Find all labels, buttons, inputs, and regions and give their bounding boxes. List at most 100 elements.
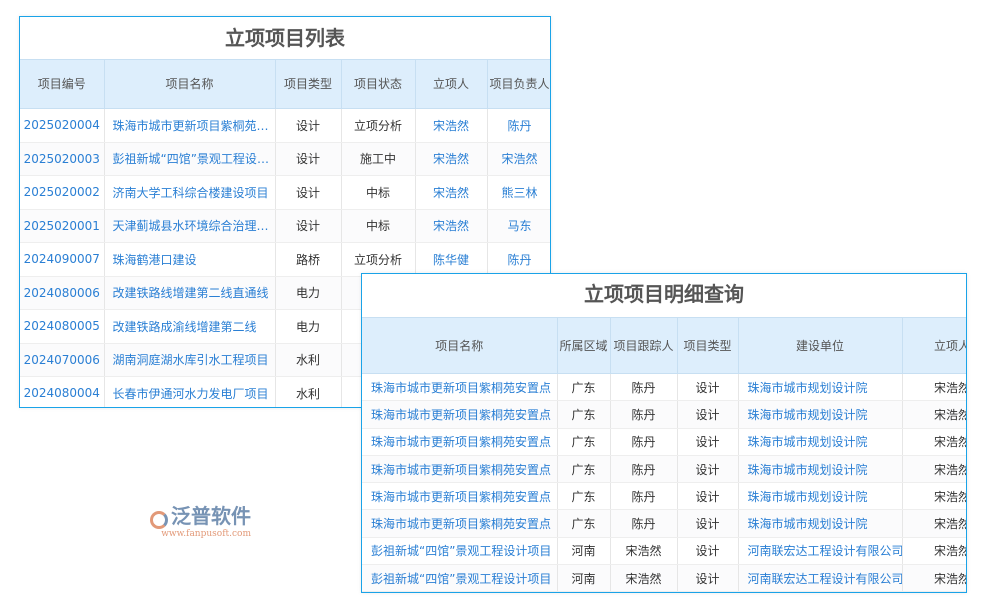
table-cell[interactable]: 2024080006 — [20, 276, 105, 310]
table-cell[interactable]: 珠海市城市更新项目紫桐苑安置点 — [104, 108, 276, 143]
table-row[interactable]: 2025020004 珠海市城市更新项目紫桐苑安置点 设计 立项分析 宋浩然 陈丹 — [20, 108, 550, 143]
table-cell[interactable]: 陈丹 — [487, 242, 550, 277]
table-cell[interactable]: 2024080004 — [20, 376, 105, 407]
table-cell[interactable]: 宋浩然 — [415, 175, 488, 210]
table-row[interactable]: 珠海市城市更新项目紫桐苑安置点 广东 陈丹 设计 珠海市城市规划设计院 宋浩然 — [362, 482, 966, 511]
table-cell[interactable]: 湖南洞庭湖水库引水工程项目 — [104, 343, 276, 377]
table-cell[interactable]: 2025020001 — [20, 209, 105, 243]
table-cell: 立项分析 — [341, 242, 416, 277]
table-cell[interactable]: 2025020004 — [20, 108, 105, 143]
table-row[interactable]: 彭祖新城“四馆”景观工程设计项目 河南 宋浩然 设计 河南联宏达工程设计有限公司 宋浩然 — [362, 537, 966, 566]
table-cell: 设计 — [677, 400, 739, 429]
table-cell[interactable]: 2025020002 — [20, 175, 105, 210]
table-cell[interactable]: 珠海市城市更新项目紫桐苑安置点 — [362, 482, 558, 511]
table-cell[interactable]: 珠海市城市更新项目紫桐苑安置点 — [362, 455, 558, 484]
table-cell: 电力 — [275, 309, 342, 344]
table-cell: 设计 — [677, 455, 739, 484]
table-cell: 陈丹 — [610, 455, 678, 484]
table-row[interactable]: 2024090007 珠海鹤港口建设 路桥 立项分析 陈华健 陈丹 — [20, 242, 550, 277]
table-cell[interactable]: 珠海市城市更新项目紫桐苑安置点 — [362, 373, 558, 402]
column-header: 立项人 — [415, 59, 488, 109]
table-row[interactable]: 珠海市城市更新项目紫桐苑安置点 广东 陈丹 设计 珠海市城市规划设计院 宋浩然 — [362, 509, 966, 538]
table-cell: 广东 — [557, 482, 611, 511]
table-cell[interactable]: 2024090007 — [20, 242, 105, 277]
table-cell: 设计 — [275, 209, 342, 243]
table-cell: 宋浩然 — [902, 373, 966, 402]
table-cell[interactable]: 天津蓟城县水环境综合治理项目 — [104, 209, 276, 243]
project-detail-panel: 立项项目明细查询 项目名称 所属区域 项目跟踪人 项目类型 建设单位 立项人 珠海市城市更… — [361, 273, 967, 593]
column-header: 建设单位 — [738, 317, 903, 374]
table-cell: 设计 — [677, 564, 739, 592]
table-cell[interactable]: 珠海市城市规划设计院 — [738, 400, 903, 429]
table-cell[interactable]: 珠海鹤港口建设 — [104, 242, 276, 277]
column-header: 所属区域 — [557, 317, 611, 374]
table-row[interactable]: 珠海市城市更新项目紫桐苑安置点 广东 陈丹 设计 珠海市城市规划设计院 宋浩然 — [362, 373, 966, 402]
table-cell[interactable]: 宋浩然 — [415, 209, 488, 243]
table-row[interactable]: 2025020001 天津蓟城县水环境综合治理项目 设计 中标 宋浩然 马东 — [20, 209, 550, 243]
table-cell[interactable]: 珠海市城市规划设计院 — [738, 482, 903, 511]
table-cell: 设计 — [677, 482, 739, 511]
column-header: 项目跟踪人 — [610, 317, 678, 374]
table-cell: 广东 — [557, 373, 611, 402]
table-row[interactable]: 彭祖新城“四馆”景观工程设计项目 河南 宋浩然 设计 河南联宏达工程设计有限公司 宋浩然 — [362, 564, 966, 592]
table-cell: 施工中 — [341, 142, 416, 176]
watermark-brand: 泛普软件 — [171, 504, 251, 528]
table-cell[interactable]: 珠海市城市规划设计院 — [738, 509, 903, 538]
column-header: 项目编号 — [20, 59, 105, 109]
table-cell: 广东 — [557, 455, 611, 484]
table-row[interactable]: 珠海市城市更新项目紫桐苑安置点 广东 陈丹 设计 珠海市城市规划设计院 宋浩然 — [362, 428, 966, 456]
table-cell: 设计 — [677, 373, 739, 402]
table-cell: 陈丹 — [610, 482, 678, 511]
table-cell[interactable]: 珠海市城市更新项目紫桐苑安置点 — [362, 400, 558, 429]
table-cell[interactable]: 2024080005 — [20, 309, 105, 344]
table-cell[interactable]: 宋浩然 — [415, 108, 488, 143]
table-cell: 陈丹 — [610, 428, 678, 456]
table-cell: 宋浩然 — [902, 400, 966, 429]
watermark-logo: 泛普软件 www.fanpusoft.com — [150, 500, 251, 539]
column-header: 项目名称 — [104, 59, 276, 109]
table-cell[interactable]: 珠海市城市规划设计院 — [738, 373, 903, 402]
table-cell[interactable]: 2025020003 — [20, 142, 105, 176]
table-cell[interactable]: 珠海市城市规划设计院 — [738, 455, 903, 484]
project-list-panel: 立项项目列表 项目编号 项目名称 项目类型 项目状态 立项人 项目负责人 20250200… — [19, 16, 551, 408]
table-cell[interactable]: 济南大学工科综合楼建设项目 — [104, 175, 276, 210]
table-cell: 水利 — [275, 343, 342, 377]
table-cell: 设计 — [677, 537, 739, 566]
table-cell[interactable]: 珠海市城市规划设计院 — [738, 428, 903, 456]
column-header: 项目类型 — [275, 59, 342, 109]
table-cell[interactable]: 宋浩然 — [415, 142, 488, 176]
table-cell[interactable]: 长春市伊通河水力发电厂项目 — [104, 376, 276, 407]
table-cell[interactable]: 陈华健 — [415, 242, 488, 277]
panel-title: 立项项目列表 — [225, 26, 345, 50]
table-cell[interactable]: 珠海市城市更新项目紫桐苑安置点 — [362, 509, 558, 538]
table-row[interactable]: 2025020003 彭祖新城“四馆”景观工程设计项目 设计 施工中 宋浩然 宋浩然 — [20, 142, 550, 176]
table-cell[interactable]: 彭祖新城“四馆”景观工程设计项目 — [362, 537, 558, 566]
table-cell[interactable]: 珠海市城市更新项目紫桐苑安置点 — [362, 428, 558, 456]
column-header: 项目名称 — [362, 317, 558, 374]
table-row[interactable]: 2025020002 济南大学工科综合楼建设项目 设计 中标 宋浩然 熊三林 — [20, 175, 550, 210]
table-cell[interactable]: 陈丹 — [487, 108, 550, 143]
table-cell[interactable]: 改建铁路线增建第二线直通线 — [104, 276, 276, 310]
table-cell: 广东 — [557, 400, 611, 429]
table-row[interactable]: 珠海市城市更新项目紫桐苑安置点 广东 陈丹 设计 珠海市城市规划设计院 宋浩然 — [362, 400, 966, 429]
table-cell[interactable]: 熊三林 — [487, 175, 550, 210]
table-cell[interactable]: 2024070006 — [20, 343, 105, 377]
table-cell: 宋浩然 — [902, 537, 966, 566]
table-cell[interactable]: 马东 — [487, 209, 550, 243]
table-cell: 设计 — [275, 175, 342, 210]
table-cell: 立项分析 — [341, 108, 416, 143]
table-cell: 设计 — [275, 142, 342, 176]
table-row[interactable]: 珠海市城市更新项目紫桐苑安置点 广东 陈丹 设计 珠海市城市规划设计院 宋浩然 — [362, 455, 966, 484]
table-cell[interactable]: 河南联宏达工程设计有限公司 — [738, 537, 903, 566]
table-cell[interactable]: 彭祖新城“四馆”景观工程设计项目 — [362, 564, 558, 592]
column-header: 项目负责人 — [487, 59, 550, 109]
table-cell: 水利 — [275, 376, 342, 407]
table-cell: 陈丹 — [610, 509, 678, 538]
table-cell: 河南 — [557, 537, 611, 566]
table-cell[interactable]: 河南联宏达工程设计有限公司 — [738, 564, 903, 592]
table-cell[interactable]: 彭祖新城“四馆”景观工程设计项目 — [104, 142, 276, 176]
column-header: 项目状态 — [341, 59, 416, 109]
table-cell[interactable]: 宋浩然 — [487, 142, 550, 176]
watermark-url: www.fanpusoft.com — [161, 529, 251, 539]
table-cell[interactable]: 改建铁路成渝线增建第二线 — [104, 309, 276, 344]
